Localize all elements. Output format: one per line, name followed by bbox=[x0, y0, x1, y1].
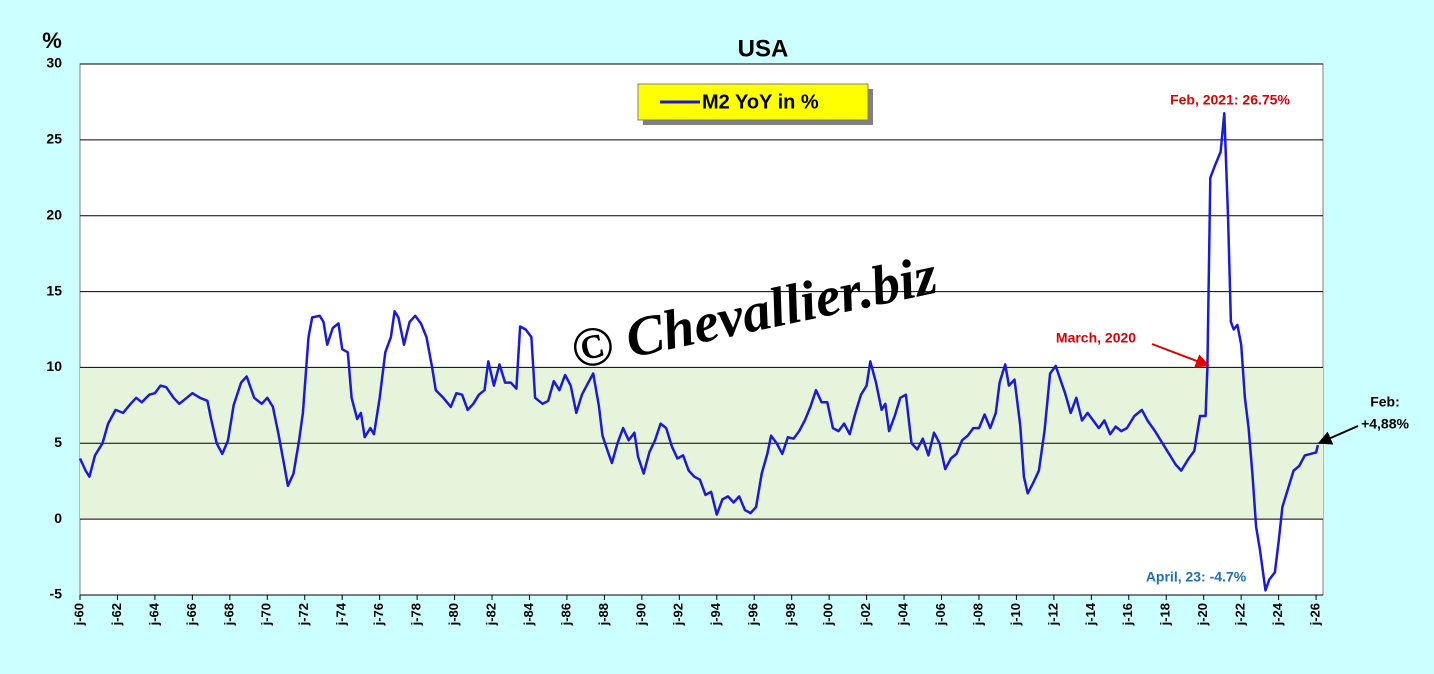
x-tick-label: j-04 bbox=[895, 602, 910, 626]
legend-label: M2 YoY in % bbox=[702, 91, 819, 113]
x-tick-label: j-78 bbox=[409, 603, 424, 626]
x-tick-label: j-98 bbox=[783, 603, 798, 626]
annotation: Feb: bbox=[1370, 394, 1400, 410]
x-tick-label: j-14 bbox=[1083, 602, 1098, 626]
x-tick-label: j-00 bbox=[821, 603, 836, 626]
x-tick-label: j-70 bbox=[259, 603, 274, 626]
x-tick-label: j-06 bbox=[933, 603, 948, 626]
y-tick-label: 10 bbox=[46, 358, 62, 374]
annotation: +4,88% bbox=[1361, 416, 1409, 432]
chart-title: USA bbox=[738, 35, 789, 62]
y-unit: % bbox=[42, 28, 62, 53]
annotation: Feb, 2021: 26.75% bbox=[1170, 92, 1290, 108]
x-tick-label: j-16 bbox=[1120, 603, 1135, 626]
x-tick-label: j-64 bbox=[146, 602, 161, 626]
annotation-arrow bbox=[1151, 343, 1210, 368]
y-tick-label: 25 bbox=[46, 131, 62, 147]
y-tick-label: 5 bbox=[54, 434, 62, 450]
x-tick-label: j-84 bbox=[521, 602, 536, 626]
x-tick-label: j-02 bbox=[858, 603, 873, 626]
x-tick-label: j-72 bbox=[296, 603, 311, 626]
x-tick-label: j-90 bbox=[633, 603, 648, 626]
x-tick-label: j-76 bbox=[371, 603, 386, 626]
x-tick-label: j-74 bbox=[334, 602, 349, 626]
legend: M2 YoY in % bbox=[637, 83, 873, 125]
x-tick-label: j-92 bbox=[671, 603, 686, 626]
x-tick-label: j-86 bbox=[558, 603, 573, 626]
x-tick-label: j-88 bbox=[596, 603, 611, 626]
x-tick-label: j-94 bbox=[708, 602, 723, 626]
x-tick-label: j-82 bbox=[483, 603, 498, 626]
x-tick-label: j-62 bbox=[109, 603, 124, 626]
x-tick-label: j-18 bbox=[1158, 603, 1173, 626]
y-tick-label: 15 bbox=[46, 282, 62, 298]
x-tick-label: j-20 bbox=[1195, 603, 1210, 626]
x-tick-label: j-66 bbox=[184, 603, 199, 626]
annotation-arrow bbox=[1317, 425, 1359, 445]
y-tick-label: -5 bbox=[50, 586, 63, 602]
x-tick-label: j-26 bbox=[1308, 603, 1323, 626]
annotation: April, 23: -4.7% bbox=[1146, 569, 1247, 585]
x-tick-label: j-24 bbox=[1270, 602, 1285, 626]
y-tick-label: 0 bbox=[54, 510, 62, 526]
x-tick-label: j-96 bbox=[746, 603, 761, 626]
x-tick-label: j-80 bbox=[446, 603, 461, 626]
x-tick-label: j-22 bbox=[1233, 603, 1248, 626]
x-tick-label: j-68 bbox=[221, 603, 236, 626]
y-tick-label: 20 bbox=[46, 206, 62, 222]
x-tick-label: j-12 bbox=[1045, 603, 1060, 626]
x-tick-label: j-60 bbox=[71, 603, 86, 626]
x-tick-label: j-10 bbox=[1008, 603, 1023, 626]
legend-box bbox=[637, 83, 869, 121]
x-tick-label: j-08 bbox=[970, 603, 985, 626]
annotation: March, 2020 bbox=[1056, 330, 1136, 346]
y-tick-label: 30 bbox=[46, 55, 62, 71]
line-series bbox=[78, 112, 1320, 592]
